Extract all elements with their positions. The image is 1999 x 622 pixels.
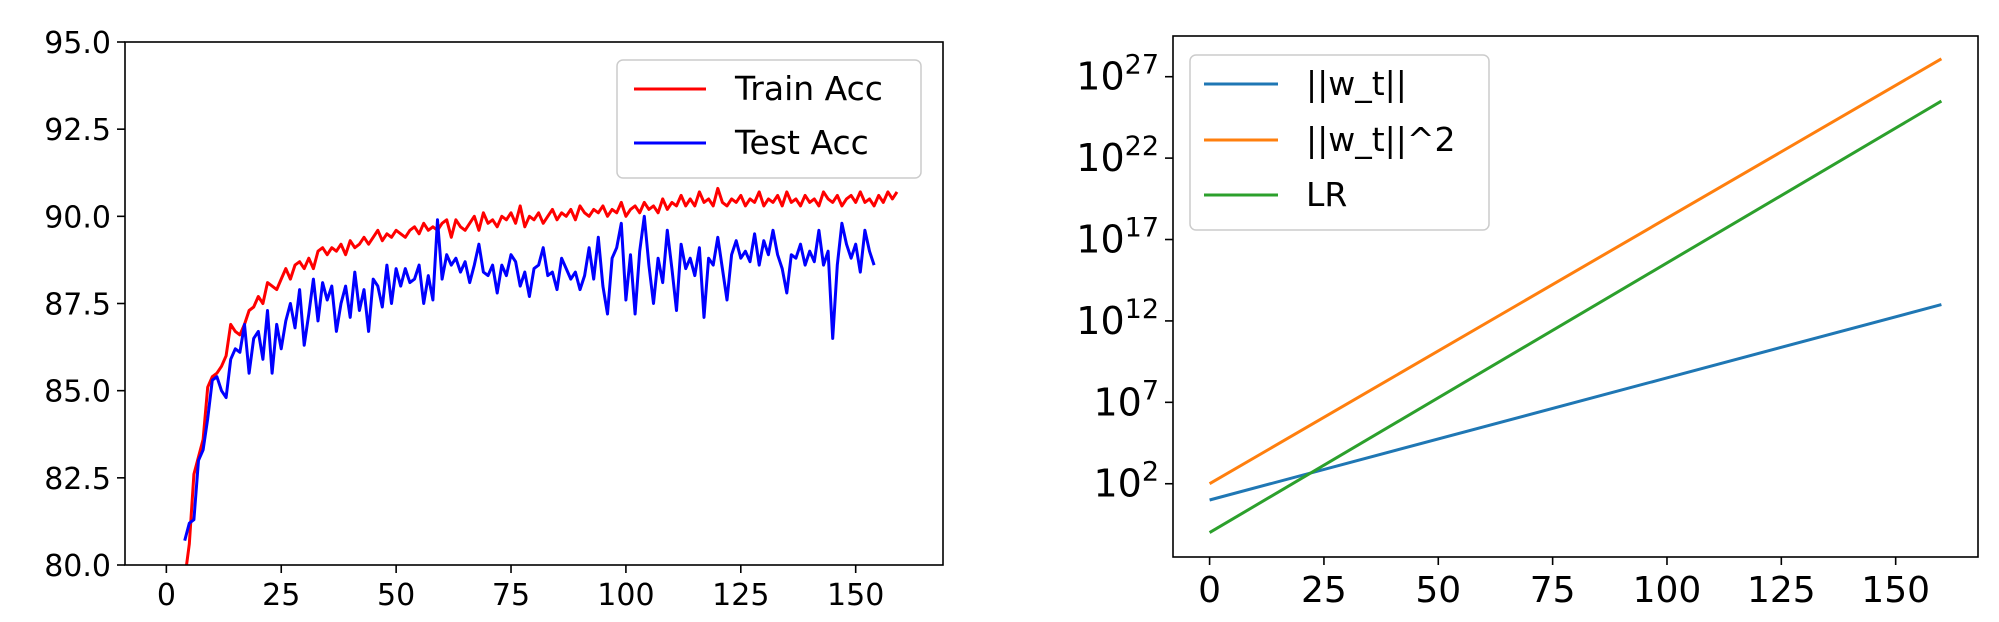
x-tick-label: 100 xyxy=(1633,570,1702,611)
legend-label-w-norm: ||w_t|| xyxy=(1306,64,1407,103)
x-tick-label: 50 xyxy=(1415,570,1461,611)
x-tick-label: 75 xyxy=(492,578,530,613)
y-tick-label: 95.0 xyxy=(44,26,111,61)
legend-label-train-acc: Train Acc xyxy=(734,69,883,108)
x-tick-label: 50 xyxy=(377,578,415,613)
y-tick-label: 85.0 xyxy=(44,375,111,410)
x-tick-label: 75 xyxy=(1530,570,1576,611)
y-tick-label: 92.5 xyxy=(44,113,111,148)
x-tick-label: 150 xyxy=(1861,570,1930,611)
accuracy-chart: 0 25 50 75 100 125 150 80.0 82.5 85.0 87.5 90.0 92.… xyxy=(44,26,943,613)
x-tick-label: 25 xyxy=(1301,570,1347,611)
y-tick-label: 82.5 xyxy=(44,462,111,497)
norm-chart: 0 25 50 75 100 125 150 1021071012101710221027 … xyxy=(1076,36,1978,611)
y-tick-label: 87.5 xyxy=(44,288,111,323)
x-tick-label: 25 xyxy=(262,578,300,613)
y-tick-label: 90.0 xyxy=(44,200,111,235)
legend-label-w-norm-squared: ||w_t||^2 xyxy=(1306,120,1456,159)
legend-label-lr: LR xyxy=(1306,175,1347,214)
norm-legend: ||w_t|| ||w_t||^2 LR xyxy=(1190,55,1489,230)
x-tick-label: 125 xyxy=(1747,570,1816,611)
y-tick-label: 80.0 xyxy=(44,549,111,584)
x-tick-label: 0 xyxy=(157,578,176,613)
x-tick-label: 0 xyxy=(1198,570,1221,611)
x-tick-label: 100 xyxy=(597,578,654,613)
x-tick-label: 150 xyxy=(827,578,884,613)
accuracy-legend: Train Acc Test Acc xyxy=(617,60,921,178)
x-tick-label: 125 xyxy=(712,578,769,613)
legend-label-test-acc: Test Acc xyxy=(734,123,869,162)
